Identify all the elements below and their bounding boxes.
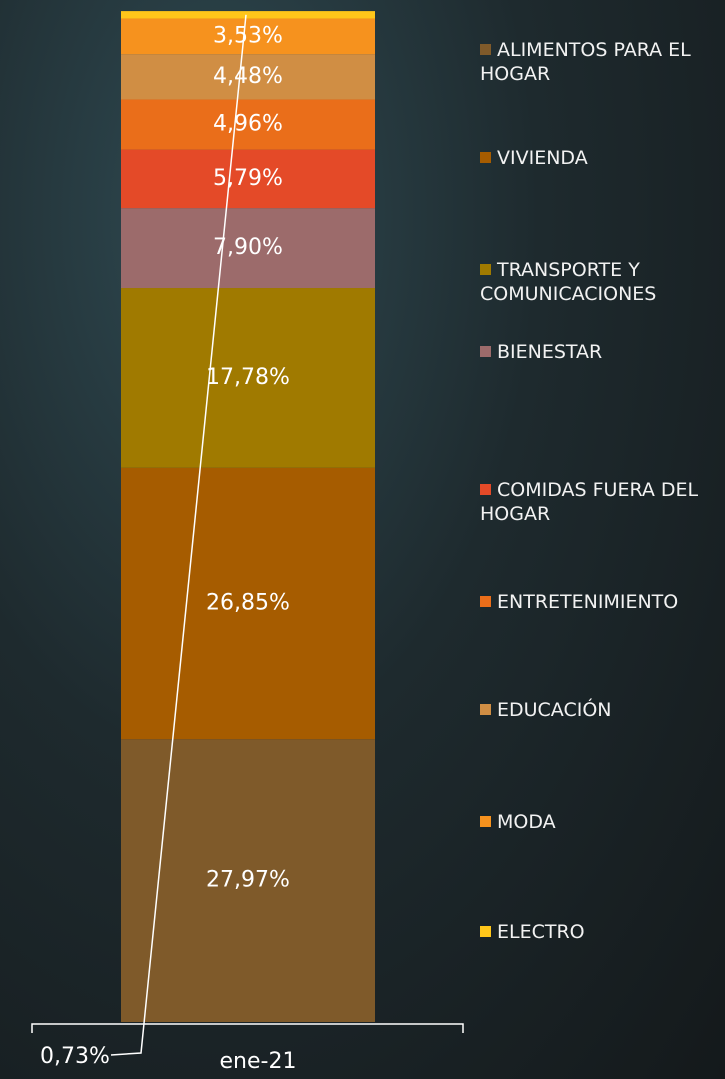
legend-label: EDUCACIÓN <box>497 699 612 721</box>
legend-swatch <box>480 704 491 715</box>
legend-label: BIENESTAR <box>497 341 602 363</box>
legend-item: ENTRETENIMIENTO <box>480 590 716 614</box>
data-label: 17,78% <box>206 365 290 390</box>
legend-item: TRANSPORTE Y COMUNICACIONES <box>480 258 716 306</box>
legend-swatch <box>480 346 491 357</box>
legend-item: MODA <box>480 810 716 834</box>
x-tick-label: ene-21 <box>220 1049 297 1074</box>
legend-swatch <box>480 44 491 55</box>
data-label: 27,97% <box>206 868 290 893</box>
legend-label: VIVIENDA <box>497 147 588 169</box>
legend-swatch <box>480 926 491 937</box>
legend-swatch <box>480 264 491 275</box>
legend-label: MODA <box>497 811 556 833</box>
legend-swatch <box>480 484 491 495</box>
legend-label: ELECTRO <box>497 921 585 943</box>
legend-swatch <box>480 816 491 827</box>
data-label: 5,79% <box>213 166 283 191</box>
data-label: 3,53% <box>213 23 283 48</box>
legend-label: COMIDAS FUERA DEL HOGAR <box>480 479 698 525</box>
page: 27,97%26,85%17,78%7,90%5,79%4,96%4,48%3,… <box>0 0 725 1079</box>
legend-swatch <box>480 596 491 607</box>
legend-item: VIVIENDA <box>480 146 716 170</box>
legend-label: TRANSPORTE Y COMUNICACIONES <box>480 259 656 305</box>
legend-item: ALIMENTOS PARA EL HOGAR <box>480 38 716 86</box>
legend-item: ELECTRO <box>480 920 716 944</box>
legend-item: COMIDAS FUERA DEL HOGAR <box>480 478 716 526</box>
legend-swatch <box>480 152 491 163</box>
legend-label: ENTRETENIMIENTO <box>497 591 678 613</box>
legend-label: ALIMENTOS PARA EL HOGAR <box>480 39 691 85</box>
legend-item: BIENESTAR <box>480 340 716 364</box>
data-label: 4,96% <box>213 112 283 137</box>
legend-item: EDUCACIÓN <box>480 698 716 722</box>
data-label: 0,73% <box>40 1044 110 1069</box>
bar-segment <box>121 11 375 18</box>
axis-line <box>32 1024 463 1033</box>
data-label: 4,48% <box>213 64 283 89</box>
data-label: 26,85% <box>206 590 290 615</box>
